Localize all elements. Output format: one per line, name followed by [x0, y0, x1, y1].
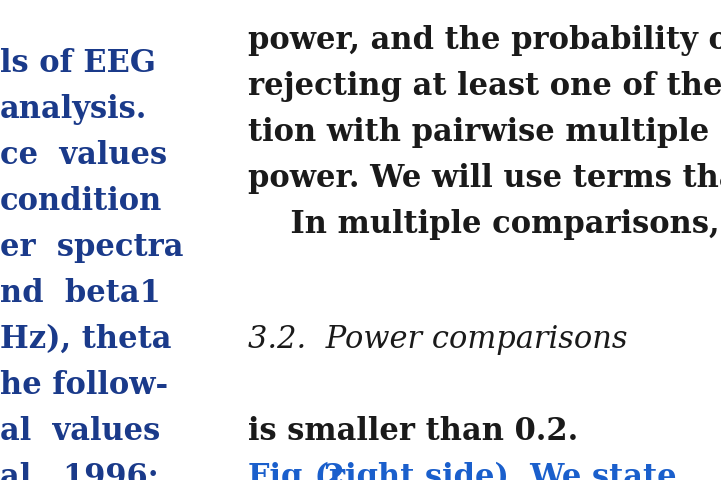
Text: analysis.: analysis.	[0, 94, 147, 125]
Text: 3.2.  Power comparisons: 3.2. Power comparisons	[248, 324, 627, 355]
Text: power, and the probability o: power, and the probability o	[248, 25, 721, 56]
Text: (right side). We state: (right side). We state	[304, 462, 676, 480]
Text: power. We will use terms tha: power. We will use terms tha	[248, 163, 721, 194]
Text: al  values: al values	[0, 416, 160, 447]
Text: rejecting at least one of the fa: rejecting at least one of the fa	[248, 71, 721, 102]
Text: condition: condition	[0, 186, 162, 217]
Text: he follow-: he follow-	[0, 370, 168, 401]
Text: tion with pairwise multiple: tion with pairwise multiple	[248, 117, 709, 148]
Text: er  spectra: er spectra	[0, 232, 184, 263]
Text: In multiple comparisons,: In multiple comparisons,	[248, 209, 720, 240]
Text: al., 1996;: al., 1996;	[0, 462, 159, 480]
Text: nd  beta1: nd beta1	[0, 278, 161, 309]
Text: is smaller than 0.2.: is smaller than 0.2.	[248, 416, 578, 447]
Text: Fig. 2: Fig. 2	[248, 462, 345, 480]
Text: ce  values: ce values	[0, 140, 167, 171]
Text: ls of EEG: ls of EEG	[0, 48, 156, 79]
Text: Hz), theta: Hz), theta	[0, 324, 172, 355]
